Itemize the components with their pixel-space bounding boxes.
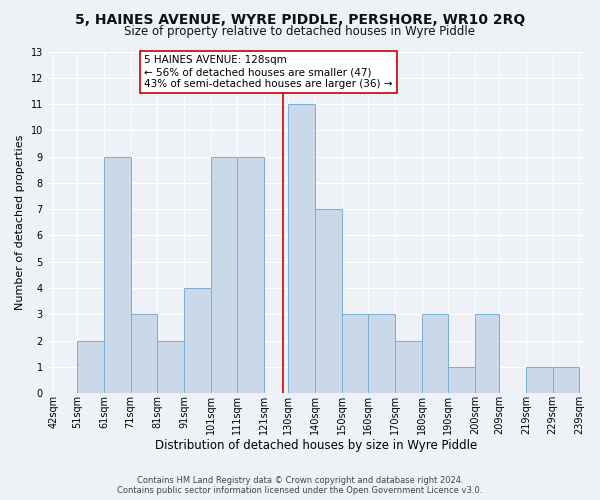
Text: 5 HAINES AVENUE: 128sqm
← 56% of detached houses are smaller (47)
43% of semi-de: 5 HAINES AVENUE: 128sqm ← 56% of detache…: [144, 56, 392, 88]
X-axis label: Distribution of detached houses by size in Wyre Piddle: Distribution of detached houses by size …: [155, 440, 478, 452]
Text: Contains HM Land Registry data © Crown copyright and database right 2024.: Contains HM Land Registry data © Crown c…: [137, 476, 463, 485]
Bar: [475, 314, 499, 393]
Bar: [184, 288, 211, 393]
Bar: [341, 314, 368, 393]
Bar: [315, 209, 341, 393]
Bar: [395, 340, 422, 393]
Bar: [553, 367, 579, 393]
Bar: [157, 340, 184, 393]
Bar: [131, 314, 157, 393]
Y-axis label: Number of detached properties: Number of detached properties: [15, 134, 25, 310]
Bar: [77, 340, 104, 393]
Bar: [526, 367, 553, 393]
Text: Contains public sector information licensed under the Open Government Licence v3: Contains public sector information licen…: [118, 486, 482, 495]
Bar: [422, 314, 448, 393]
Bar: [448, 367, 475, 393]
Bar: [211, 156, 238, 393]
Bar: [368, 314, 395, 393]
Bar: [238, 156, 264, 393]
Bar: [104, 156, 131, 393]
Text: 5, HAINES AVENUE, WYRE PIDDLE, PERSHORE, WR10 2RQ: 5, HAINES AVENUE, WYRE PIDDLE, PERSHORE,…: [75, 12, 525, 26]
Bar: [288, 104, 315, 393]
Text: Size of property relative to detached houses in Wyre Piddle: Size of property relative to detached ho…: [125, 25, 476, 38]
